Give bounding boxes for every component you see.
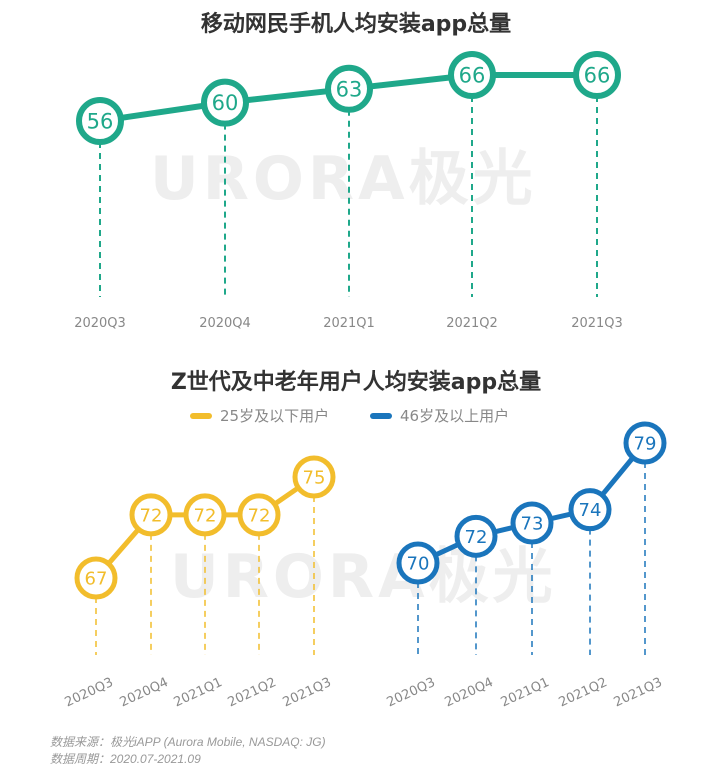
old-value-label-0: 70 — [407, 553, 430, 574]
old-tick-label-4: 2021Q3 — [612, 675, 665, 710]
top-value-label-2: 63 — [336, 77, 363, 101]
young-value-label-0: 67 — [85, 568, 108, 589]
legend-label-old: 46岁及以上用户 — [400, 407, 510, 425]
young-tick-label-0: 2020Q3 — [63, 675, 116, 710]
young-point-0 — [74, 556, 118, 600]
old-point-1 — [454, 514, 498, 558]
top-point-0 — [76, 97, 124, 145]
top-point-1 — [201, 78, 249, 127]
young-point-3 — [237, 493, 281, 537]
young-tick-label-4: 2021Q3 — [281, 675, 334, 710]
young-value-label-3: 72 — [248, 505, 271, 526]
chart-title-bottom: Z世代及中老年用户人均安装app总量 — [170, 370, 542, 395]
watermark-top: URORA极光 — [150, 144, 537, 214]
top-value-label-3: 66 — [459, 64, 486, 88]
source-note: 数据来源：极光iAPP (Aurora Mobile, NASDAQ: JG) — [50, 735, 326, 749]
young-point-2 — [183, 493, 227, 537]
old-point-0 — [396, 541, 440, 585]
top-tick-label-2: 2021Q1 — [323, 316, 375, 331]
legend-item-old: 46岁及以上用户 — [370, 405, 509, 426]
legend: 25岁及以下用户 46岁及以上用户 — [0, 405, 712, 429]
top-point-2 — [325, 64, 373, 113]
legend-swatch-young — [190, 412, 212, 419]
legend-item-young: 25岁及以下用户 — [190, 405, 329, 426]
young-value-label-4: 75 — [303, 467, 326, 488]
top-value-label-1: 60 — [212, 91, 239, 115]
young-tick-label-2: 2021Q1 — [172, 675, 225, 710]
top-point-3 — [448, 51, 496, 99]
young-point-4 — [292, 455, 336, 499]
young-tick-label-1: 2020Q4 — [118, 675, 171, 710]
old-value-label-4: 79 — [634, 433, 657, 454]
top-value-label-4: 66 — [584, 64, 611, 88]
old-point-4 — [623, 421, 667, 465]
old-value-label-3: 74 — [579, 500, 602, 521]
top-tick-label-0: 2020Q3 — [74, 316, 126, 331]
watermark-bottom: URORA极光 — [170, 542, 557, 612]
period-note: 数据周期：2020.07-2021.09 — [50, 752, 201, 766]
top-tick-label-3: 2021Q2 — [446, 316, 498, 331]
legend-swatch-old — [370, 412, 392, 419]
top-point-4 — [573, 51, 621, 99]
old-tick-label-0: 2020Q3 — [385, 675, 438, 710]
top-tick-label-1: 2020Q4 — [199, 316, 251, 331]
old-value-label-1: 72 — [465, 527, 488, 548]
old-value-label-2: 73 — [521, 513, 544, 534]
old-point-2 — [510, 501, 554, 545]
young-value-label-2: 72 — [194, 505, 217, 526]
old-tick-label-3: 2021Q2 — [557, 675, 610, 710]
old-tick-label-2: 2021Q1 — [499, 675, 552, 710]
young-point-1 — [129, 493, 173, 537]
top-tick-label-4: 2021Q3 — [571, 316, 623, 331]
old-tick-label-1: 2020Q4 — [443, 675, 496, 710]
young-tick-label-3: 2021Q2 — [226, 675, 279, 710]
old-point-3 — [568, 488, 612, 532]
young-value-label-1: 72 — [140, 505, 163, 526]
chart-title-top: 移动网民手机人均安装app总量 — [200, 12, 512, 37]
top-value-label-0: 56 — [87, 110, 114, 134]
legend-label-young: 25岁及以下用户 — [220, 407, 330, 425]
